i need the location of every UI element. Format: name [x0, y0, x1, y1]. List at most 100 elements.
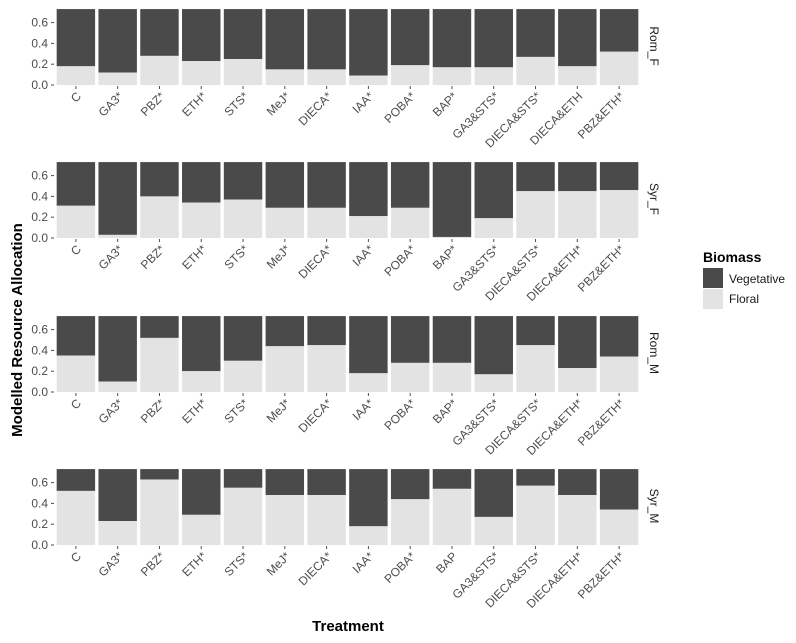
bar-vegetative [182, 9, 221, 62]
bar-floral [307, 495, 346, 545]
bar-vegetative [140, 9, 179, 56]
bar-vegetative [516, 316, 555, 346]
bar-vegetative [98, 469, 137, 522]
bar-floral [558, 191, 597, 238]
bar-floral [390, 362, 430, 392]
bar-floral [307, 207, 346, 238]
x-tick-label: GA3* [96, 89, 126, 119]
bar-floral [182, 371, 221, 392]
x-tick-label: PBZ* [138, 396, 168, 426]
panel-rom-m: 0.0 0.2 0.4 0.6 C GA3* PBZ* ETH* STS* MeJ* DIECA* I… [31, 316, 661, 458]
bar-vegetative [265, 316, 305, 347]
bar-floral [516, 56, 555, 85]
x-tick-label: STS* [221, 242, 251, 272]
bar-vegetative [349, 469, 388, 527]
bar-floral [223, 199, 263, 238]
bar-floral [474, 516, 513, 545]
bar-vegetative [182, 162, 221, 203]
bar-floral [98, 234, 137, 238]
bar-floral [98, 521, 137, 545]
x-tick-label: MeJ* [264, 396, 293, 425]
bar-floral [349, 526, 388, 545]
x-tick-label: POBA* [382, 396, 419, 433]
bar-vegetative [98, 9, 137, 73]
bar-floral [390, 207, 430, 238]
panel-rom-f: 0.0 0.2 0.4 0.6 C GA3* PBZ* ETH* STS* MeJ* DIECA* I… [31, 9, 661, 151]
bar-floral [599, 190, 639, 238]
bar-vegetative [223, 316, 263, 361]
bar-floral [599, 51, 639, 85]
facet-strip-label: Rom_F [647, 26, 661, 65]
y-tick-label: 0.0 [31, 78, 48, 92]
bar-vegetative [140, 316, 179, 338]
legend-label-vegetative: Vegetative [729, 272, 785, 286]
bar-floral [265, 346, 305, 392]
bar-vegetative [474, 9, 513, 68]
bar-floral [516, 345, 555, 392]
x-tick-label: DIECA* [296, 396, 335, 435]
x-tick-label: STS* [221, 549, 251, 579]
bar-vegetative [349, 9, 388, 76]
bar-vegetative [599, 9, 639, 52]
x-tick-label: PBZ* [138, 242, 168, 272]
bar-vegetative [307, 469, 346, 496]
x-tick-label: BAP* [430, 89, 460, 119]
x-tick-label: POBA* [382, 549, 419, 586]
bar-floral [349, 75, 388, 85]
bar-vegetative [558, 469, 597, 496]
y-tick-label: 0.2 [31, 210, 48, 224]
bar-floral [140, 196, 179, 238]
bar-floral [56, 66, 96, 85]
x-tick-label: DIECA* [296, 242, 335, 281]
legend-swatch-vegetative [703, 268, 723, 288]
bar-vegetative [432, 9, 472, 68]
bar-vegetative [432, 469, 472, 489]
x-tick-label: BAP* [430, 242, 460, 272]
bar-vegetative [349, 162, 388, 217]
x-tick-label: STS* [221, 89, 251, 119]
bar-floral [265, 69, 305, 85]
bar-floral [140, 55, 179, 85]
x-tick-label: C [68, 242, 84, 258]
x-tick-label: DIECA* [296, 89, 335, 128]
bar-vegetative [140, 162, 179, 197]
bar-floral [56, 355, 96, 392]
bar-floral [56, 490, 96, 545]
x-tick-label: DIECA* [296, 549, 335, 588]
bar-floral [307, 345, 346, 392]
x-tick-label: MeJ* [264, 242, 293, 271]
x-tick-label: STS* [221, 396, 251, 426]
bar-vegetative [56, 469, 96, 491]
bar-vegetative [265, 9, 305, 70]
bar-vegetative [474, 316, 513, 375]
y-tick-label: 0.4 [31, 343, 48, 357]
bar-vegetative [98, 162, 137, 235]
x-tick-label: GA3* [96, 549, 126, 579]
panel-syr-m: 0.0 0.2 0.4 0.6 C GA3* PBZ* ETH* STS* MeJ* DIECA* I… [31, 469, 661, 611]
x-axis-title: Treatment [312, 618, 384, 635]
y-tick-label: 0.2 [31, 57, 48, 71]
x-tick-label: ETH* [179, 396, 209, 426]
bar-vegetative [432, 162, 472, 237]
y-axis-title: Modelled Resource Allocation [9, 223, 26, 437]
bar-vegetative [140, 469, 179, 480]
x-tick-label: IAA* [350, 396, 377, 423]
facet-strip-label: Syr_M [647, 489, 661, 524]
bar-vegetative [98, 316, 137, 382]
x-tick-label: C [68, 89, 84, 105]
x-tick-label: ETH* [179, 242, 209, 272]
bar-floral [558, 495, 597, 545]
y-tick-label: 0.4 [31, 189, 48, 203]
bar-floral [307, 69, 346, 85]
bar-vegetative [516, 469, 555, 486]
x-tick-label: PBZ* [138, 549, 168, 579]
bar-floral [432, 488, 472, 545]
bar-floral [390, 499, 430, 545]
x-tick-label: IAA* [350, 89, 377, 116]
x-tick-label: GA3* [96, 396, 126, 426]
bar-floral [98, 72, 137, 85]
bar-floral [182, 61, 221, 85]
bar-vegetative [432, 316, 472, 363]
